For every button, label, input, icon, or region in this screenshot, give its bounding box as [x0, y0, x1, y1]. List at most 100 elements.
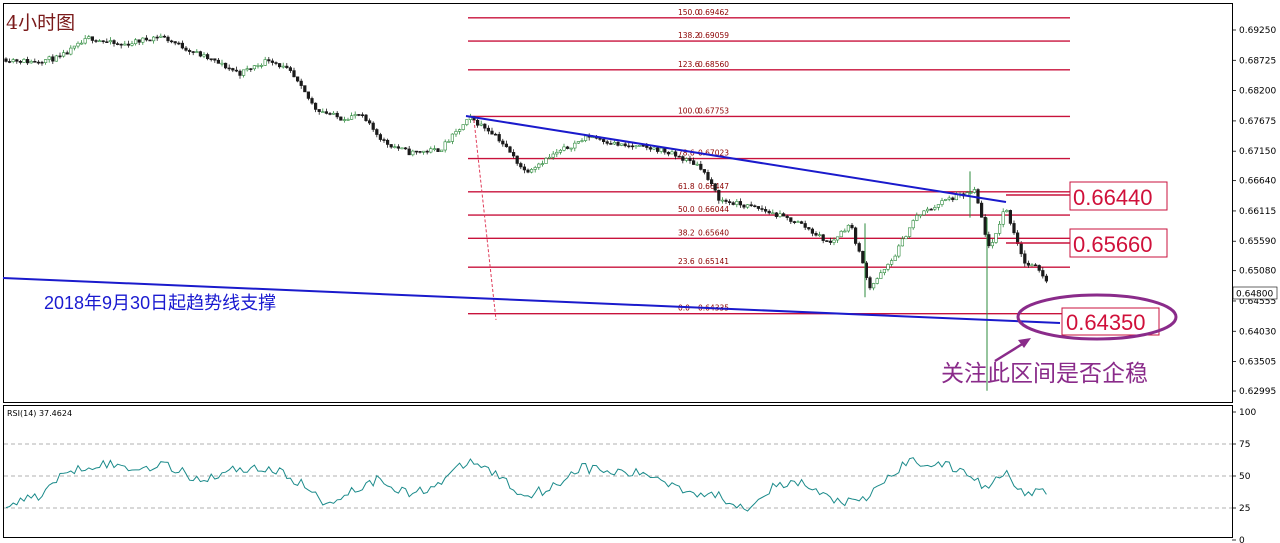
candle-body [933, 207, 937, 210]
fib-price-label: 0.66044 [698, 205, 729, 214]
candle-body [871, 283, 876, 289]
candle-body [1037, 265, 1041, 271]
candle-body [735, 201, 739, 205]
candle-body [101, 40, 105, 43]
fib-anchor-dashed-line [473, 119, 497, 321]
candle-body [623, 143, 627, 147]
fib-level-label: 23.6 [678, 257, 695, 266]
candle-body [393, 146, 397, 148]
candle-body [371, 122, 375, 130]
candle-body [886, 264, 890, 270]
candle-body [364, 114, 368, 121]
candle-body [929, 208, 933, 211]
candle-body [889, 260, 894, 265]
candle-body [191, 51, 195, 53]
fib-level-label: 123.6 [678, 60, 700, 69]
candle-body [540, 163, 544, 165]
candle-body [504, 143, 509, 148]
candle-body [396, 146, 401, 149]
candle-body [166, 36, 170, 42]
candle-body [821, 234, 825, 241]
candle-body [202, 54, 206, 57]
candle-body [465, 119, 469, 125]
candle-body [76, 42, 80, 47]
candle-body [328, 113, 332, 115]
price-box-66440-text: 0.66440 [1073, 185, 1153, 210]
candle-body [306, 91, 311, 99]
candle-body [1012, 223, 1016, 234]
fib-level-label: 150.0 [678, 8, 700, 17]
candle-body [242, 69, 246, 76]
candle-body [443, 141, 447, 151]
candle-body [83, 38, 87, 44]
candle-body [159, 35, 163, 38]
candle-body [1044, 275, 1048, 282]
fib-price-label: 0.69462 [698, 8, 729, 17]
candle-body [987, 234, 991, 247]
candle-body [119, 43, 123, 46]
candle-body [130, 43, 134, 46]
candle-body [123, 43, 127, 46]
upper-trendline [465, 115, 1007, 203]
candle-body [652, 147, 656, 150]
candle-body [792, 221, 796, 223]
candle-body [400, 147, 404, 150]
candle-body [803, 223, 807, 228]
price-box-64350-text: 0.64350 [1066, 310, 1146, 335]
candle-body [796, 221, 800, 223]
candle-body [349, 115, 354, 120]
candle-body [324, 111, 329, 114]
candle-body [234, 69, 239, 72]
candle-body [979, 202, 984, 218]
candle-body [18, 60, 23, 63]
price-tick-label: 0.66640 [1239, 177, 1276, 187]
price-box-65660-text: 0.65660 [1073, 232, 1153, 257]
candle-body [144, 37, 149, 41]
candle-body [249, 68, 253, 70]
candle-body [155, 36, 159, 39]
candle-body [954, 194, 958, 201]
candle-body [245, 68, 249, 71]
candle-body [403, 147, 408, 150]
candle-body [997, 223, 1002, 234]
candle-body [616, 141, 620, 146]
fib-price-label: 0.67023 [698, 149, 729, 158]
candle-body [429, 148, 433, 153]
candle-body [774, 212, 778, 217]
candle-body [439, 149, 444, 152]
candle-body [339, 116, 343, 121]
candle-body [4, 58, 8, 62]
candle-body [216, 59, 221, 64]
rsi-tick-label: 100 [1239, 408, 1256, 418]
long-term-support-trendline [2, 277, 1061, 324]
candle-body [627, 145, 631, 148]
candle-body [274, 62, 278, 64]
candle-body [497, 134, 501, 142]
candle-body [310, 98, 314, 104]
candle-body [771, 212, 775, 215]
candle-body [108, 40, 112, 43]
candle-body [295, 76, 300, 82]
candle-body [454, 131, 458, 135]
price-tick-label: 0.67675 [1239, 117, 1276, 127]
candle-body [537, 163, 541, 168]
candle-body [879, 272, 883, 279]
candle-body [80, 42, 84, 45]
candle-body [1030, 264, 1034, 267]
candle-body [1041, 270, 1045, 277]
fib-level-label: 50.0 [678, 205, 695, 214]
candle-body [745, 204, 750, 208]
candle-body [15, 59, 19, 62]
candle-body [1023, 253, 1027, 264]
candle-body [814, 233, 818, 236]
fib-level-label: 38.2 [678, 228, 695, 237]
candle-body [224, 62, 228, 69]
candle-body [126, 43, 130, 46]
candle-body [799, 221, 804, 224]
candle-body [551, 153, 555, 158]
candle-body [677, 155, 681, 158]
candle-body [335, 112, 339, 118]
candle-body [173, 41, 177, 44]
candle-body [681, 156, 685, 161]
candle-body [1019, 243, 1023, 255]
